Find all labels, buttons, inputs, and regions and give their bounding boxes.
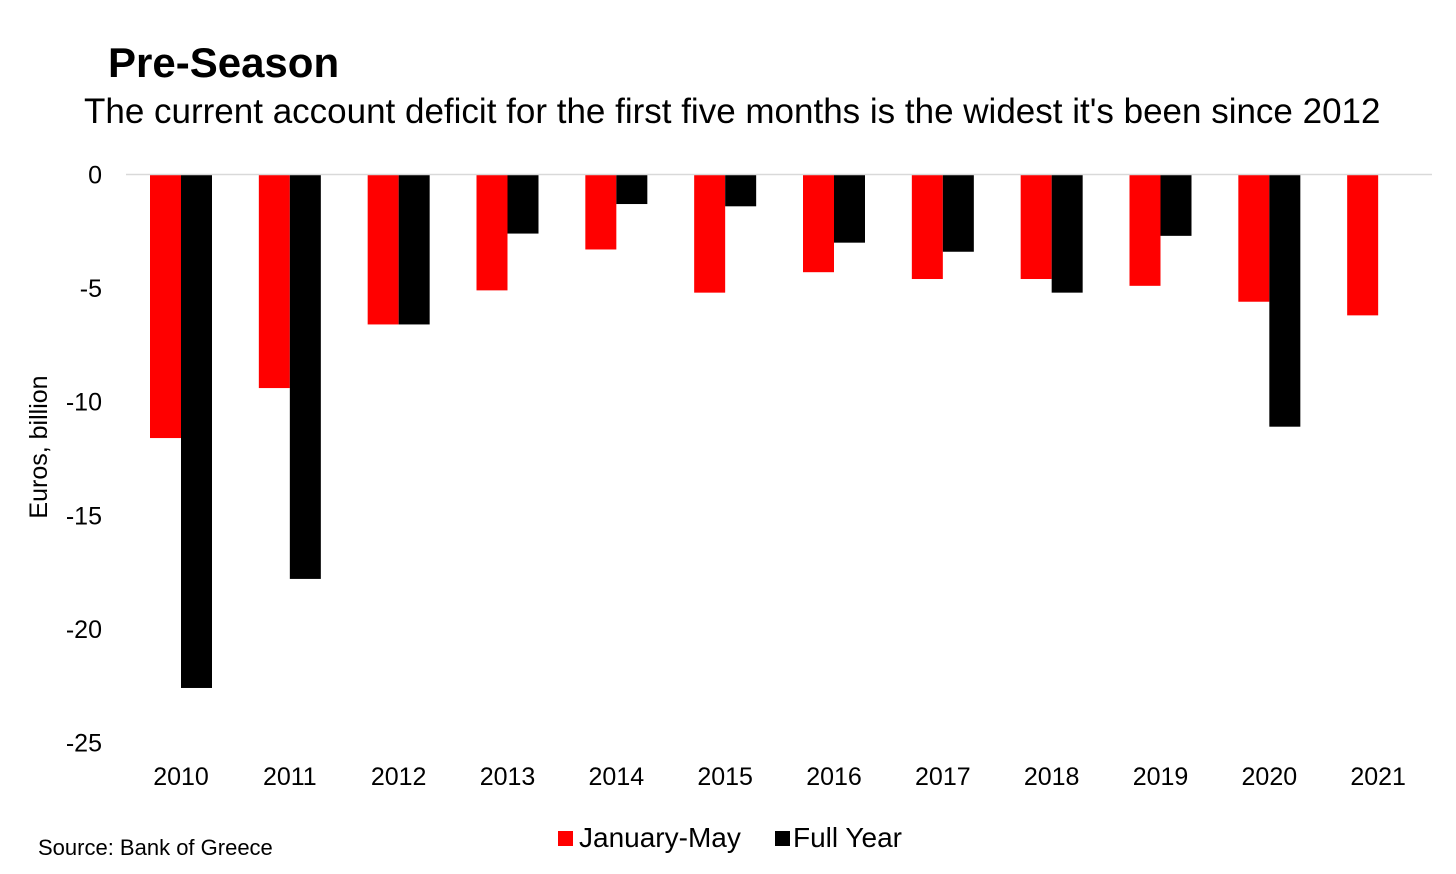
bar-january-may-2010: [150, 174, 181, 439]
legend: January-May Full Year: [558, 822, 902, 853]
bar-full-year-2011: [289, 174, 321, 579]
bar-full-year-2014: [616, 174, 648, 205]
bar-january-may-2017: [911, 174, 943, 280]
bar-january-may-2013: [476, 174, 508, 291]
bar-full-year-2019: [1160, 174, 1192, 236]
x-tick-label: 2014: [589, 763, 645, 791]
bar-full-year-2018: [1051, 174, 1083, 293]
legend-label-full-year: Full Year: [793, 822, 902, 853]
legend-label-january-may: January-May: [579, 822, 741, 853]
bar-full-year-2016: [834, 174, 865, 243]
bar-full-year-2012: [398, 174, 430, 325]
bar-january-may-2018: [1020, 174, 1052, 280]
bar-full-year-2010: [181, 174, 212, 688]
y-tick-label: -10: [66, 389, 102, 417]
bar-full-year-2017: [942, 174, 974, 252]
x-tick-label: 2015: [697, 763, 753, 791]
legend-swatch-january-may: [558, 831, 573, 846]
bar-january-may-2021: [1347, 174, 1379, 316]
x-tick-label: 2013: [480, 763, 536, 791]
bar-january-may-2016: [803, 174, 834, 273]
y-tick-label: -20: [66, 616, 102, 644]
legend-swatch-full-year: [775, 831, 790, 846]
bar-january-may-2012: [367, 174, 399, 325]
x-tick-label: 2017: [915, 763, 971, 791]
y-tick-label: 0: [88, 162, 102, 190]
y-tick-label: -25: [66, 730, 102, 758]
x-tick-label: 2020: [1242, 763, 1298, 791]
y-tick-label: -5: [80, 275, 102, 303]
x-tick-label: 2011: [263, 763, 317, 791]
bar-january-may-2019: [1129, 174, 1161, 286]
x-tick-label: 2012: [371, 763, 427, 791]
chart-bars: [150, 174, 1379, 688]
bar-january-may-2015: [694, 174, 726, 293]
y-axis-ticks: 0 -5 -10 -15 -20 -25: [66, 162, 102, 758]
y-axis-title: Euros, billion: [25, 375, 53, 518]
bar-january-may-2020: [1238, 174, 1270, 302]
bar-january-may-2014: [585, 174, 617, 250]
x-tick-label: 2016: [806, 763, 862, 791]
x-tick-label: 2018: [1024, 763, 1080, 791]
x-tick-label: 2021: [1350, 763, 1406, 791]
bar-full-year-2015: [725, 174, 757, 207]
chart-title: Pre-Season: [108, 39, 340, 86]
y-tick-label: -15: [66, 502, 102, 530]
source-note: Source: Bank of Greece: [38, 835, 273, 860]
bar-full-year-2020: [1269, 174, 1301, 427]
x-axis-ticks: 2010 2011 2012 2013 2014 2015 2016 2017 2018 2019…: [153, 763, 1406, 791]
x-tick-label: 2010: [153, 763, 209, 791]
bar-full-year-2013: [507, 174, 539, 234]
chart-subtitle: The current account deficit for the firs…: [84, 92, 1381, 131]
bar-january-may-2011: [258, 174, 290, 389]
x-tick-label: 2019: [1133, 763, 1189, 791]
